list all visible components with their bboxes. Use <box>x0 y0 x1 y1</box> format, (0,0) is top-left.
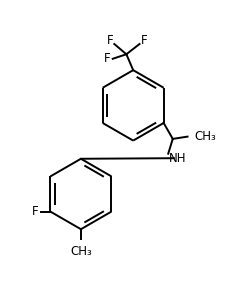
Text: CH₃: CH₃ <box>194 130 215 143</box>
Text: F: F <box>140 34 147 47</box>
Text: CH₃: CH₃ <box>70 245 91 258</box>
Text: NH: NH <box>169 152 186 165</box>
Text: F: F <box>103 52 110 65</box>
Text: F: F <box>32 205 38 218</box>
Text: F: F <box>106 34 113 47</box>
